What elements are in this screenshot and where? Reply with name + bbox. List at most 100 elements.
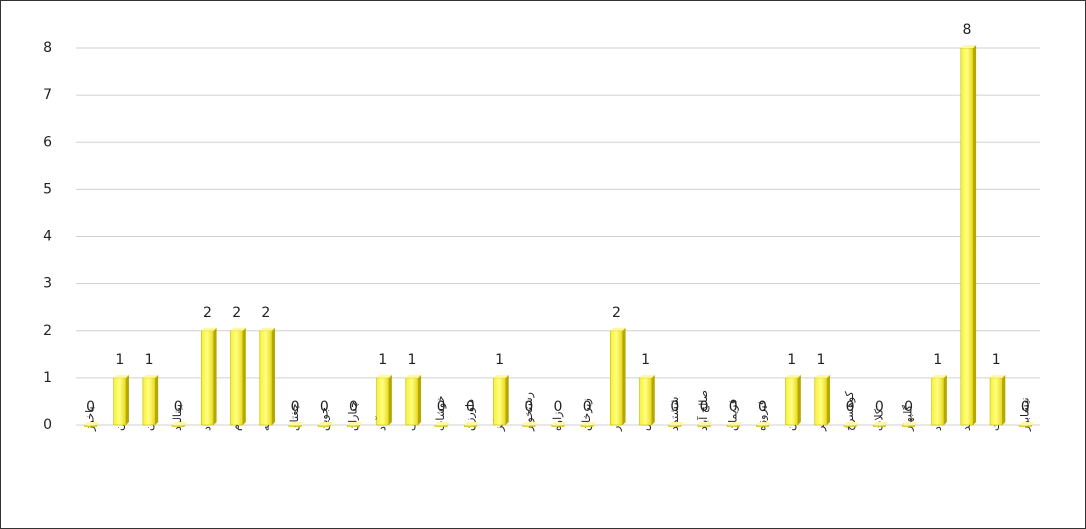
bar-side: [272, 327, 276, 425]
bar-top: [581, 422, 597, 425]
bar-top: [756, 422, 772, 425]
bar-top: [113, 374, 129, 378]
bar-top: [288, 422, 305, 425]
data-label: 1: [145, 352, 154, 368]
bar: [201, 330, 214, 426]
bar-top: [990, 374, 1006, 378]
data-label: 1: [378, 352, 387, 368]
bar-top: [347, 422, 363, 425]
bar: [931, 377, 945, 426]
bar-top: [318, 422, 334, 425]
data-label: 0: [466, 399, 475, 415]
data-label: 2: [612, 305, 621, 321]
bar: [580, 424, 594, 427]
bar: [288, 424, 302, 427]
bar-top: [873, 422, 889, 425]
bar-top: [405, 374, 422, 378]
bar-top: [814, 374, 831, 378]
data-label: 0: [700, 399, 709, 415]
data-label: 8: [963, 22, 972, 38]
bar: [347, 424, 360, 427]
bar: [317, 424, 331, 427]
bar-top: [376, 374, 392, 378]
bar-top: [668, 422, 684, 425]
bar-top: [697, 422, 714, 425]
bar: [142, 377, 156, 426]
data-label: 2: [232, 305, 241, 321]
x-tick-label: کوهسرخ: [843, 391, 856, 431]
data-label: 0: [86, 399, 95, 415]
data-label: 0: [554, 399, 563, 415]
bar-top: [902, 422, 918, 425]
bar-top: [522, 422, 538, 425]
bar-top: [230, 327, 246, 331]
bar: [230, 330, 244, 426]
bar: [434, 424, 448, 427]
y-tick-label: 3: [43, 276, 52, 292]
data-label: 1: [115, 352, 124, 368]
bar-side: [827, 374, 831, 425]
bar: [639, 377, 653, 426]
bar-top: [493, 374, 509, 378]
bar-side: [242, 327, 246, 425]
bar: [171, 424, 185, 427]
data-label: 0: [320, 399, 329, 415]
bar-side: [622, 327, 626, 425]
bar-top: [259, 327, 276, 331]
bar-top: [931, 374, 947, 378]
bar-top: [172, 422, 188, 425]
bar-top: [201, 327, 217, 331]
bar-top: [464, 422, 480, 425]
bar: [697, 424, 711, 427]
bar-top: [435, 422, 451, 425]
y-tick-label: 5: [43, 181, 52, 197]
data-label: 0: [904, 399, 913, 415]
data-label: 0: [174, 399, 183, 415]
bar-top: [785, 374, 801, 378]
bar: [1018, 424, 1032, 427]
data-label: 0: [524, 399, 533, 415]
bar-side: [651, 374, 655, 425]
data-label: 0: [758, 399, 767, 415]
bar-top: [727, 422, 743, 425]
bar: [785, 377, 799, 426]
bar: [84, 424, 98, 427]
data-label: 1: [816, 352, 825, 368]
bar: [726, 424, 740, 427]
bar-side: [1002, 374, 1006, 425]
y-tick-label: 4: [43, 229, 52, 245]
bar: [522, 424, 536, 427]
bar-top: [843, 422, 860, 425]
bar: [376, 377, 390, 426]
y-tick-label: 7: [43, 87, 52, 103]
bar: [814, 377, 828, 426]
bar-side: [505, 374, 509, 425]
data-label: 0: [291, 399, 300, 415]
bar-side: [973, 45, 977, 425]
data-label: 0: [1021, 399, 1030, 415]
bar: [405, 377, 419, 426]
data-label: 0: [729, 399, 738, 415]
data-label: 1: [933, 352, 942, 368]
bar-top: [639, 374, 655, 378]
data-label: 1: [495, 352, 504, 368]
bar-side: [388, 374, 392, 425]
data-label: 0: [437, 399, 446, 415]
y-tick-label: 2: [43, 323, 52, 339]
bar-side: [125, 374, 129, 425]
bar-side: [797, 374, 801, 425]
bar: [609, 330, 623, 426]
bar-top: [551, 422, 568, 425]
y-tick-label: 1: [43, 370, 52, 386]
bar-top: [84, 422, 100, 425]
bar: [113, 377, 127, 426]
y-tick-label: 0: [43, 417, 52, 433]
bar-side: [213, 327, 217, 425]
data-label: 1: [992, 352, 1001, 368]
bar-side: [943, 374, 947, 425]
data-label: 1: [787, 352, 796, 368]
data-label: 0: [583, 399, 592, 415]
y-tick-label: 8: [43, 40, 52, 56]
